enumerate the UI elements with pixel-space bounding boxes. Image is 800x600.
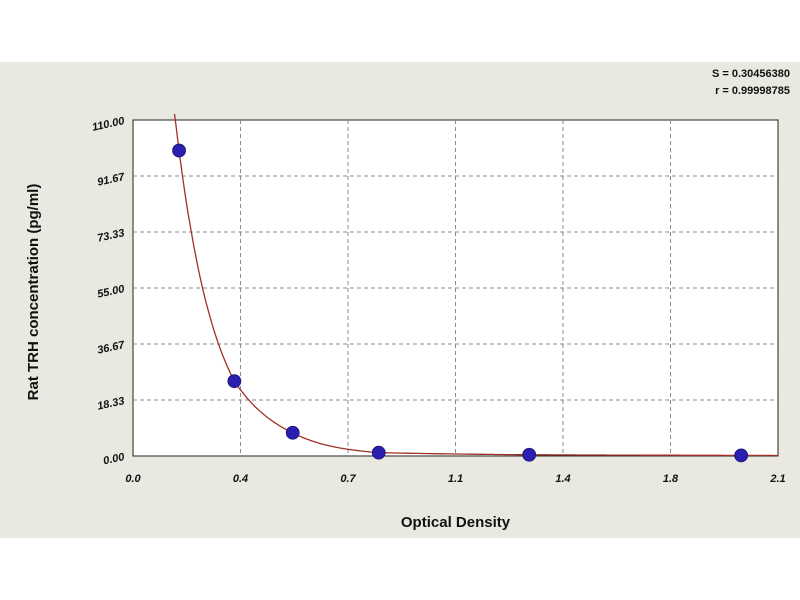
x-tick-label: 1.8 [663, 473, 679, 485]
data-points [172, 143, 749, 463]
y-tick-label: 91.67 [96, 171, 126, 189]
y-tick-label: 36.67 [96, 339, 126, 357]
fit-statistics: S = 0.30456380 r = 0.99998785 [712, 66, 790, 100]
grid [133, 120, 778, 456]
x-tick-label: 0.7 [340, 473, 356, 485]
y-tick-label: 0.00 [102, 451, 126, 467]
data-point [227, 374, 242, 389]
y-tick-label: 55.00 [96, 283, 126, 301]
x-tick-label: 0.4 [233, 473, 248, 485]
x-tick-label: 1.4 [555, 473, 570, 485]
y-tick-label: 18.33 [96, 395, 125, 412]
x-tick-label: 1.1 [448, 473, 463, 485]
y-axis-title: Rat TRH concentration (pg/ml) [25, 184, 42, 401]
x-tick-label: 2.1 [769, 473, 785, 485]
data-point [285, 425, 300, 440]
y-axis-ticks: 0.00 18.33 36.67 55.00 73.33 91.67 110.00 [91, 115, 126, 467]
fit-curve [173, 113, 778, 457]
y-tick-label: 110.00 [91, 115, 126, 134]
data-point [522, 447, 537, 462]
r-value: r = 0.99998785 [715, 85, 790, 97]
x-tick-label: 0.0 [125, 473, 141, 485]
data-point [371, 445, 386, 460]
y-tick-label: 73.33 [96, 227, 125, 244]
x-axis-ticks: 0.0 0.4 0.7 1.1 1.4 1.8 2.1 [125, 473, 785, 485]
x-axis-title: Optical Density [401, 514, 511, 531]
s-value: S = 0.30456380 [712, 68, 790, 80]
data-point [734, 448, 749, 463]
data-point [172, 143, 186, 158]
